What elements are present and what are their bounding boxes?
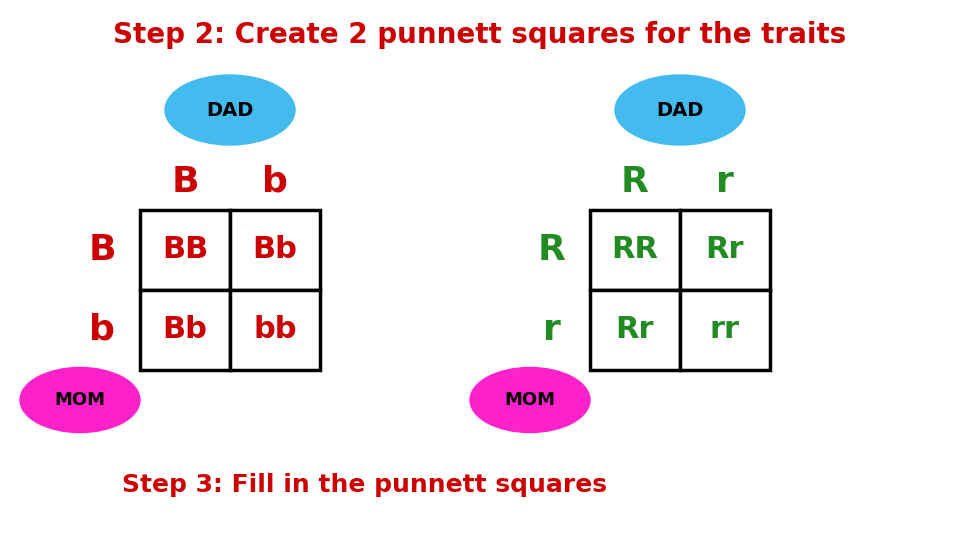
Bar — [680, 290, 770, 370]
Bar — [590, 210, 680, 290]
Text: Step 3: Fill in the punnett squares: Step 3: Fill in the punnett squares — [122, 473, 608, 497]
Bar — [680, 210, 770, 290]
Text: DAD: DAD — [206, 100, 253, 119]
Text: Bb: Bb — [252, 235, 298, 265]
Text: r: r — [543, 313, 561, 347]
Text: MOM: MOM — [505, 391, 556, 409]
Text: R: R — [538, 233, 566, 267]
Bar — [140, 290, 230, 370]
Text: B: B — [171, 165, 199, 199]
Text: BB: BB — [162, 235, 208, 265]
Text: r: r — [716, 165, 734, 199]
Text: B: B — [88, 233, 116, 267]
Text: DAD: DAD — [657, 100, 704, 119]
Text: rr: rr — [710, 315, 740, 345]
Text: RR: RR — [612, 235, 659, 265]
Bar — [590, 290, 680, 370]
Text: b: b — [262, 165, 288, 199]
Text: b: b — [89, 313, 115, 347]
Ellipse shape — [20, 368, 140, 433]
Text: MOM: MOM — [55, 391, 106, 409]
Text: R: R — [621, 165, 649, 199]
Bar — [140, 210, 230, 290]
Text: bb: bb — [253, 315, 297, 345]
Ellipse shape — [615, 75, 745, 145]
Text: Rr: Rr — [706, 235, 744, 265]
Ellipse shape — [165, 75, 295, 145]
Bar — [230, 290, 320, 370]
Text: Bb: Bb — [162, 315, 207, 345]
Text: Step 2: Create 2 punnett squares for the traits: Step 2: Create 2 punnett squares for the… — [113, 21, 847, 49]
Bar — [230, 210, 320, 290]
Ellipse shape — [470, 368, 590, 433]
Text: Rr: Rr — [615, 315, 655, 345]
